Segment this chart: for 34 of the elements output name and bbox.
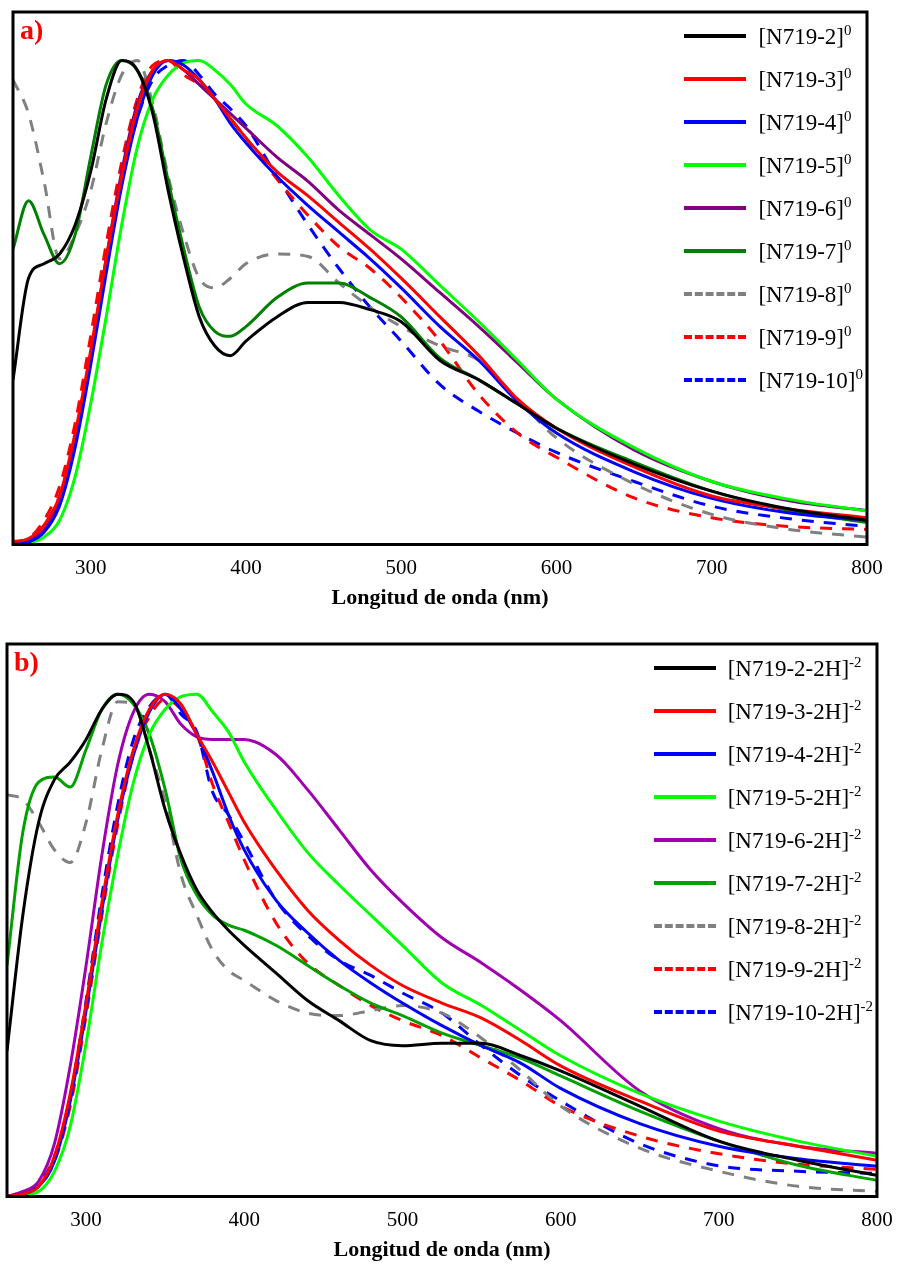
x-tick-label: 400 <box>228 1206 261 1231</box>
x-tick-label: 600 <box>544 1206 577 1231</box>
legend-label: [N719-3]$^{0}$ <box>758 64 852 93</box>
x-tick-label: 700 <box>695 554 728 579</box>
x-axis-title: Longitud de onda (nm) <box>331 584 549 610</box>
x-tick-label: 500 <box>386 1206 419 1231</box>
x-tick-label: 400 <box>230 554 262 579</box>
x-tick-label: 500 <box>385 554 417 579</box>
legend-label: [N719-9-2H]$^{-2}$ <box>727 954 862 983</box>
x-tick-label: 700 <box>703 1206 735 1231</box>
legend-label: [N719-10]$^{0}$ <box>758 365 863 394</box>
legend-label: [N719-8]$^{0}$ <box>758 279 852 308</box>
legend-label: [N719-2]$^{0}$ <box>758 21 852 50</box>
legend-label: [N719-3-2H]$^{-2}$ <box>727 696 862 725</box>
legend-label: [N719-9]$^{0}$ <box>758 322 852 351</box>
legend-label: [N719-6]$^{0}$ <box>758 193 852 222</box>
x-axis-title: Longitud de onda (nm) <box>333 1236 551 1262</box>
chart-title: b) <box>14 646 39 678</box>
legend-label: [N719-8-2H]$^{-2}$ <box>727 911 862 940</box>
legend-label: [N719-10-2H]$^{-2}$ <box>727 997 873 1026</box>
x-tick-label: 300 <box>70 1206 102 1231</box>
legend-label: [N719-4]$^{0}$ <box>758 107 852 136</box>
legend-label: [N719-2-2H]$^{-2}$ <box>727 653 862 682</box>
chart-title: a) <box>20 14 44 46</box>
x-tick-label: 600 <box>540 554 573 579</box>
legend-label: [N719-7]$^{0}$ <box>758 236 852 265</box>
x-tick-label: 300 <box>74 554 107 579</box>
x-tick-label: 800 <box>861 1206 893 1231</box>
legend-label: [N719-5-2H]$^{-2}$ <box>727 782 862 811</box>
legend-label: [N719-7-2H]$^{-2}$ <box>727 868 862 897</box>
legend-label: [N719-6-2H]$^{-2}$ <box>727 825 862 854</box>
legend-label: [N719-4-2H]$^{-2}$ <box>727 739 862 768</box>
x-tick-label: 800 <box>851 554 883 579</box>
legend-label: [N719-5]$^{0}$ <box>758 150 852 179</box>
